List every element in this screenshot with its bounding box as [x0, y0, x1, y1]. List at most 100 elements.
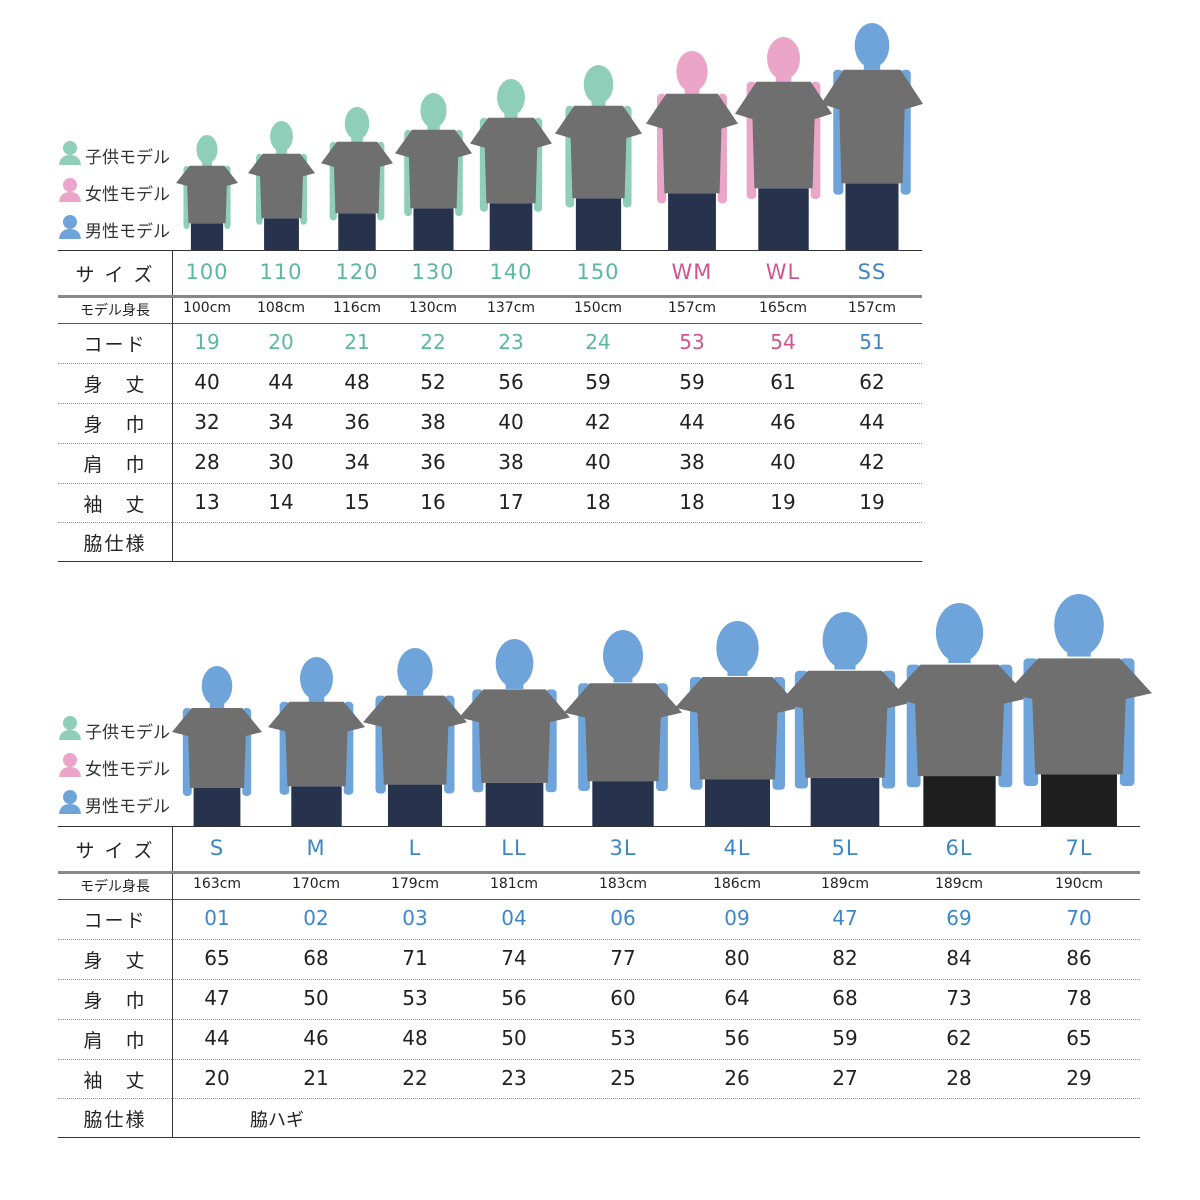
model-figure [821, 23, 923, 254]
cell-shoulder: 40 [585, 450, 611, 474]
model-figure [779, 612, 911, 830]
row-label-sleeve: 袖 丈 [83, 493, 147, 516]
size-label: WL [765, 259, 801, 284]
legend-item: 女性モデル [58, 174, 170, 211]
person-icon [58, 789, 85, 820]
legend-label: 男性モデル [85, 222, 170, 242]
size-label: 120 [335, 259, 379, 284]
row-divider [58, 561, 922, 562]
cell-sleeve: 28 [946, 1065, 972, 1090]
legend-item: 子供モデル [58, 712, 170, 749]
cell-body-width: 38 [420, 410, 446, 434]
person-icon [58, 140, 85, 171]
cell-length: 44 [268, 370, 294, 394]
row-label-body_width: 身 巾 [83, 990, 147, 1012]
size-label: SS [857, 259, 887, 284]
size-label: 6L [945, 835, 973, 860]
cell-body-width: 36 [344, 410, 370, 434]
row-divider [58, 295, 922, 298]
cell-shoulder: 62 [946, 1026, 972, 1050]
cell-length: 65 [204, 946, 230, 970]
side-spec-value: 脇ハギ [250, 1109, 304, 1131]
cell-model-height: 186cm [712, 876, 762, 892]
cell-body-width: 73 [946, 986, 972, 1010]
row-divider [58, 323, 922, 324]
cell-model-height: 181cm [489, 876, 539, 892]
cell-body-width: 46 [770, 410, 796, 434]
cell-model-height: 116cm [332, 300, 382, 316]
cell-sleeve: 13 [194, 489, 220, 514]
cell-shoulder: 65 [1066, 1026, 1092, 1050]
row-divider [58, 1137, 1140, 1138]
cell-body-width: 44 [679, 410, 705, 434]
cell-length: 84 [946, 946, 972, 970]
cell-body-width: 47 [204, 986, 230, 1010]
row-divider [58, 403, 922, 404]
cell-length: 86 [1066, 946, 1092, 970]
product-code: 24 [585, 330, 611, 354]
row-label-size: サ イ ズ [75, 839, 155, 862]
cell-length: 82 [832, 946, 858, 970]
cell-shoulder: 36 [420, 450, 446, 474]
row-divider [58, 483, 922, 484]
product-code: 23 [498, 330, 524, 354]
product-code: 47 [832, 906, 858, 930]
legend-item: 女性モデル [58, 749, 170, 786]
cell-body-width: 44 [859, 410, 885, 434]
product-code: 22 [420, 330, 446, 354]
table-top-border [58, 250, 922, 251]
row-label-length: 身 丈 [83, 374, 147, 396]
row-divider [58, 979, 1140, 980]
model-figure [1006, 594, 1152, 830]
row-divider [58, 899, 1140, 900]
legend: 子供モデル女性モデル男性モデル [58, 137, 170, 248]
cell-sleeve: 29 [1066, 1065, 1092, 1090]
person-icon [58, 214, 85, 245]
person-icon [58, 177, 85, 208]
cell-sleeve: 18 [585, 489, 611, 514]
cell-body-width: 56 [501, 986, 527, 1010]
cell-length: 74 [501, 946, 527, 970]
size-label: M [306, 835, 326, 860]
cell-shoulder: 30 [268, 450, 294, 474]
product-code: 69 [946, 906, 972, 930]
cell-body-width: 68 [832, 986, 858, 1010]
product-code: 02 [303, 906, 329, 930]
row-label-side: 脇仕様 [83, 532, 147, 555]
cell-model-height: 179cm [390, 876, 440, 892]
cell-sleeve: 15 [344, 489, 370, 514]
model-figure [646, 51, 738, 254]
cell-length: 68 [303, 946, 329, 970]
product-code: 54 [770, 330, 796, 354]
cell-shoulder: 34 [344, 450, 370, 474]
cell-length: 80 [724, 946, 750, 970]
model-figure [247, 121, 315, 254]
legend-label: 子供モデル [85, 148, 170, 168]
cell-shoulder: 42 [859, 450, 885, 474]
product-code: 04 [501, 906, 527, 930]
legend-label: 男性モデル [85, 797, 170, 817]
cell-length: 48 [344, 370, 370, 394]
size-label: S [209, 835, 225, 860]
row-label-code: コード [83, 910, 147, 932]
model-figure [394, 93, 472, 254]
cell-model-height: 163cm [192, 876, 242, 892]
cell-sleeve: 19 [859, 489, 885, 514]
person-icon [58, 752, 85, 783]
cell-body-width: 53 [402, 986, 428, 1010]
model-figure [172, 666, 262, 830]
row-label-side: 脇仕様 [83, 1108, 147, 1131]
row-divider [58, 443, 922, 444]
model-figure [176, 135, 238, 254]
cell-length: 77 [610, 946, 636, 970]
cell-shoulder: 28 [194, 450, 220, 474]
cell-sleeve: 25 [610, 1065, 636, 1090]
model-figure [458, 639, 570, 830]
legend-label: 子供モデル [85, 723, 170, 743]
cell-body-width: 78 [1066, 986, 1092, 1010]
cell-length: 71 [402, 946, 428, 970]
row-divider [58, 363, 922, 364]
cell-model-height: 157cm [847, 300, 897, 316]
model-figure [267, 657, 365, 830]
cell-sleeve: 27 [832, 1065, 858, 1090]
